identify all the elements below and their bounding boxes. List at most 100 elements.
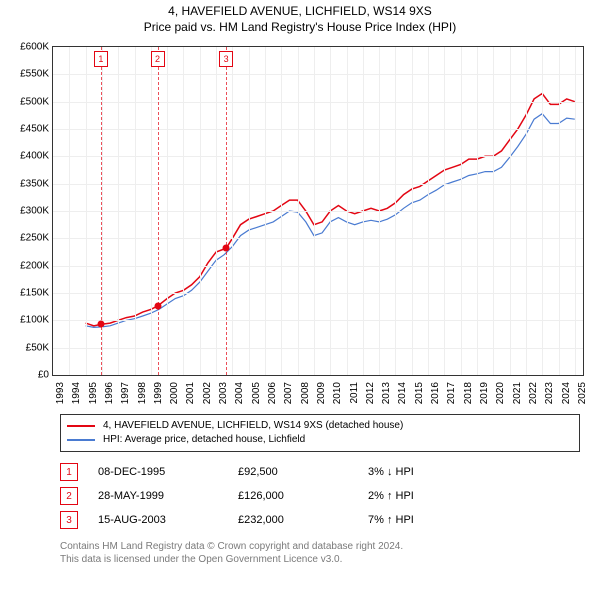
title-block: 4, HAVEFIELD AVENUE, LICHFIELD, WS14 9XS… [0, 0, 600, 35]
x-axis-ticks: 1993199419951996199719981999200020012002… [52, 378, 584, 418]
gridline-v [510, 47, 511, 375]
x-tick-label: 2021 [512, 382, 523, 404]
gridline-h [53, 129, 583, 130]
gridline-v [493, 47, 494, 375]
x-tick-label: 2020 [495, 382, 506, 404]
y-tick-label: £200K [20, 260, 53, 271]
x-tick-label: 2011 [349, 382, 360, 404]
title-line-1: 4, HAVEFIELD AVENUE, LICHFIELD, WS14 9XS [0, 4, 600, 20]
figure: 4, HAVEFIELD AVENUE, LICHFIELD, WS14 9XS… [0, 0, 600, 590]
sale-reference-line [158, 47, 159, 375]
sale-price-2: £126,000 [238, 490, 368, 502]
legend-swatch-2 [67, 439, 95, 441]
sale-date-1: 08-DEC-1995 [98, 466, 238, 478]
footer-line-1: Contains HM Land Registry data © Crown c… [60, 540, 580, 553]
table-row: 3 15-AUG-2003 £232,000 7% ↑ HPI [60, 508, 580, 532]
x-tick-label: 2019 [479, 382, 490, 404]
sale-marker-label: 2 [151, 51, 165, 67]
gridline-h [53, 211, 583, 212]
sale-point [154, 303, 161, 310]
x-tick-label: 2000 [169, 382, 180, 404]
sale-hpi-3: 7% ↑ HPI [368, 514, 508, 526]
x-tick-label: 2016 [430, 382, 441, 404]
sale-point [223, 245, 230, 252]
gridline-v [379, 47, 380, 375]
x-tick-label: 2017 [446, 382, 457, 404]
gridline-v [461, 47, 462, 375]
x-tick-label: 1999 [153, 382, 164, 404]
gridline-v [167, 47, 168, 375]
chart-plot-area: £0£50K£100K£150K£200K£250K£300K£350K£400… [52, 46, 584, 376]
sale-date-3: 15-AUG-2003 [98, 514, 238, 526]
x-tick-label: 2025 [577, 382, 588, 404]
y-tick-label: £0 [38, 370, 53, 381]
legend-item-1: 4, HAVEFIELD AVENUE, LICHFIELD, WS14 9XS… [67, 419, 573, 433]
x-tick-label: 2024 [561, 382, 572, 404]
y-tick-label: £600K [20, 42, 53, 53]
sale-marker-3: 3 [60, 511, 78, 529]
sale-price-3: £232,000 [238, 514, 368, 526]
gridline-v [135, 47, 136, 375]
x-tick-label: 1998 [137, 382, 148, 404]
footer-attribution: Contains HM Land Registry data © Crown c… [60, 540, 580, 566]
gridline-v [314, 47, 315, 375]
gridline-v [330, 47, 331, 375]
gridline-v [298, 47, 299, 375]
y-tick-label: £50K [26, 342, 53, 353]
title-line-2: Price paid vs. HM Land Registry's House … [0, 20, 600, 36]
y-tick-label: £500K [20, 96, 53, 107]
gridline-h [53, 156, 583, 157]
gridline-v [183, 47, 184, 375]
y-tick-label: £400K [20, 151, 53, 162]
x-tick-label: 2004 [234, 382, 245, 404]
gridline-v [559, 47, 560, 375]
gridline-v [118, 47, 119, 375]
gridline-h [53, 74, 583, 75]
footer-line-2: This data is licensed under the Open Gov… [60, 553, 580, 566]
sale-marker-2: 2 [60, 487, 78, 505]
y-tick-label: £550K [20, 69, 53, 80]
y-tick-label: £100K [20, 315, 53, 326]
legend-label-1: 4, HAVEFIELD AVENUE, LICHFIELD, WS14 9XS… [103, 419, 403, 433]
gridline-v [542, 47, 543, 375]
x-tick-label: 1997 [120, 382, 131, 404]
gridline-v [395, 47, 396, 375]
gridline-h [53, 348, 583, 349]
gridline-h [53, 293, 583, 294]
gridline-v [249, 47, 250, 375]
x-tick-label: 2014 [397, 382, 408, 404]
gridline-v [412, 47, 413, 375]
y-tick-label: £250K [20, 233, 53, 244]
sale-marker-label: 1 [94, 51, 108, 67]
gridline-h [53, 102, 583, 103]
gridline-h [53, 184, 583, 185]
gridline-v [265, 47, 266, 375]
legend-box: 4, HAVEFIELD AVENUE, LICHFIELD, WS14 9XS… [60, 414, 580, 452]
gridline-v [86, 47, 87, 375]
x-tick-label: 2015 [414, 382, 425, 404]
x-tick-label: 2001 [185, 382, 196, 404]
gridline-v [363, 47, 364, 375]
x-tick-label: 2018 [463, 382, 474, 404]
gridline-v [575, 47, 576, 375]
x-tick-label: 1993 [55, 382, 66, 404]
x-tick-label: 2009 [316, 382, 327, 404]
gridline-v [281, 47, 282, 375]
sale-marker-label: 3 [219, 51, 233, 67]
x-tick-label: 1995 [88, 382, 99, 404]
gridline-h [53, 238, 583, 239]
legend-label-2: HPI: Average price, detached house, Lich… [103, 433, 305, 447]
gridline-v [216, 47, 217, 375]
gridline-v [477, 47, 478, 375]
gridline-v [200, 47, 201, 375]
x-tick-label: 2012 [365, 382, 376, 404]
x-tick-label: 1996 [104, 382, 115, 404]
table-row: 1 08-DEC-1995 £92,500 3% ↓ HPI [60, 460, 580, 484]
sale-price-1: £92,500 [238, 466, 368, 478]
gridline-h [53, 320, 583, 321]
x-tick-label: 2003 [218, 382, 229, 404]
x-tick-label: 2023 [544, 382, 555, 404]
x-tick-label: 2010 [332, 382, 343, 404]
gridline-v [69, 47, 70, 375]
gridline-v [232, 47, 233, 375]
